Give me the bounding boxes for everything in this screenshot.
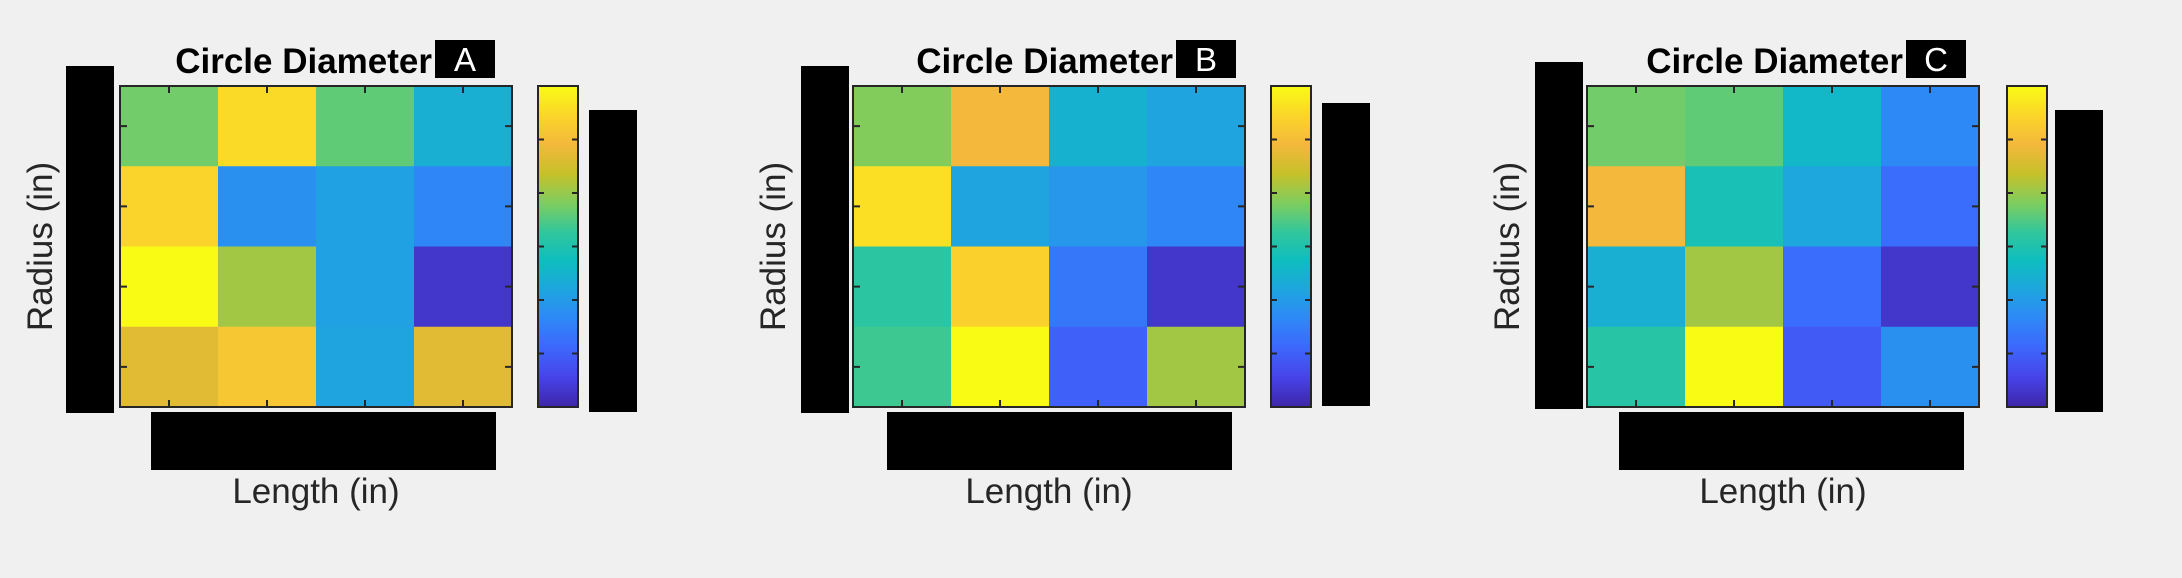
heatmap-cell [951, 326, 1050, 408]
heatmap-cell [1587, 166, 1686, 247]
redaction-x-ticks [151, 412, 496, 470]
chart-title: Circle Diameter [916, 42, 1173, 81]
heatmap-cell [1147, 246, 1246, 328]
panel-label: B [1195, 41, 1217, 78]
heatmap-cell [853, 86, 952, 167]
y-axis-label: Radius (in) [21, 162, 60, 331]
heatmap-cell [1147, 326, 1246, 408]
y-axis-label: Radius (in) [1488, 162, 1527, 331]
heatmap-cell [1147, 166, 1246, 247]
heatmap-cell [1685, 86, 1784, 167]
y-axis-label: Radius (in) [754, 162, 793, 331]
heatmap-cell [853, 166, 952, 247]
redaction-x-ticks [1619, 412, 1964, 470]
heatmap-cell [951, 86, 1050, 167]
heatmap-cell [1783, 246, 1882, 328]
heatmap-cell [1881, 166, 1980, 247]
panel-label-badge [435, 40, 495, 78]
heatmap-cell [218, 166, 317, 247]
redaction-colorbar-ticks [589, 110, 637, 412]
heatmap-cell [1587, 326, 1686, 408]
redaction-x-ticks [887, 412, 1232, 470]
heatmap-cell [1587, 246, 1686, 328]
x-axis-label: Length (in) [232, 472, 399, 511]
panel-label: C [1924, 41, 1948, 78]
heatmap-cell [316, 326, 415, 408]
heatmap-cell [1685, 326, 1784, 408]
heatmap-cell [1881, 86, 1980, 167]
redaction-y-ticks [1535, 62, 1583, 409]
colorbar [2006, 85, 2048, 408]
redaction-colorbar-ticks [1322, 103, 1370, 406]
heatmap-cell [1783, 326, 1882, 408]
heatmap-cell [1049, 246, 1148, 328]
panel-label-badge [1906, 40, 1966, 78]
heatmap-cell [853, 246, 952, 328]
heatmap-cell [1049, 326, 1148, 408]
x-axis-label: Length (in) [1699, 472, 1866, 511]
heatmap-panel-a: Circle Diameter A Length (in) Radius (in) [21, 40, 637, 511]
heatmap-cell [1783, 86, 1882, 167]
heatmap-cell [120, 246, 219, 328]
heatmap-cell [1147, 86, 1246, 167]
plot-frame [119, 85, 513, 408]
redaction-y-ticks [66, 66, 114, 413]
heatmap-cell [1881, 326, 1980, 408]
heatmap-cell [120, 86, 219, 167]
heatmap-cell [1685, 166, 1784, 247]
x-axis-label: Length (in) [965, 472, 1132, 511]
heatmap-cell [414, 326, 513, 408]
heatmap-cell [951, 166, 1050, 247]
chart-title: Circle Diameter [175, 42, 432, 81]
panel-label: A [454, 41, 476, 78]
heatmap-cell [316, 86, 415, 167]
heatmap-cell [853, 326, 952, 408]
colorbar [537, 85, 579, 408]
heatmap-cell [1587, 86, 1686, 167]
heatmap-cell [120, 326, 219, 408]
heatmap-cell [218, 246, 317, 328]
heatmap-cell [218, 86, 317, 167]
heatmap-cell [414, 246, 513, 328]
heatmap-cell [1783, 166, 1882, 247]
heatmap-cell [316, 166, 415, 247]
heatmap-cell [1049, 166, 1148, 247]
heatmap-cell [120, 166, 219, 247]
plot-frame [1586, 85, 1980, 408]
heatmap-cell [1685, 246, 1784, 328]
heatmap-cell [218, 326, 317, 408]
redaction-colorbar-ticks [2055, 110, 2103, 412]
redaction-y-ticks [801, 66, 849, 413]
heatmap-cell [414, 86, 513, 167]
panel-label-badge [1176, 40, 1236, 78]
heatmap-cell [951, 246, 1050, 328]
heatmap-cell [1881, 246, 1980, 328]
heatmap-cell [414, 166, 513, 247]
heatmap-cell [1049, 86, 1148, 167]
heatmap-panel-c: Circle Diameter C Length (in) Radius (in) [1488, 40, 2103, 511]
heatmap-cell [316, 246, 415, 328]
chart-title: Circle Diameter [1646, 42, 1903, 81]
heatmap-panel-b: Circle Diameter B Length (in) Radius (in) [754, 40, 1370, 511]
plot-frame [852, 85, 1246, 408]
